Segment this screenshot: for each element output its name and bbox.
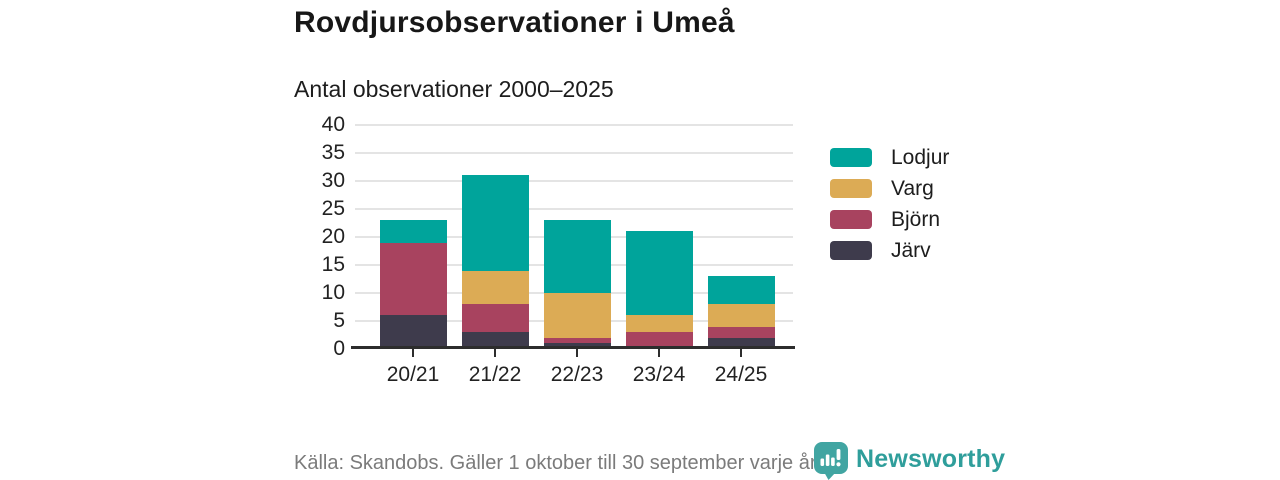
x-tick-label: 23/24: [632, 363, 686, 386]
legend-row-lodjur: Lodjur: [830, 142, 949, 173]
legend-label: Varg: [891, 176, 934, 200]
bar-segment-järv: [461, 332, 529, 349]
x-slot-21/22: 21/22: [454, 349, 536, 394]
gridline-30: [355, 180, 793, 182]
x-axis-line: [351, 346, 795, 349]
x-slot-23/24: 23/24: [618, 349, 700, 394]
bar-segment-björn: [625, 332, 693, 349]
y-tick-label: 0: [333, 337, 345, 360]
x-tick-label: 24/25: [714, 363, 768, 386]
bar-segment-varg: [707, 304, 775, 327]
stacked-bar-22/23: [543, 220, 611, 349]
bar-segment-järv: [707, 337, 775, 349]
y-tick-label: 25: [321, 197, 345, 220]
stacked-bar-23/24: [625, 231, 693, 349]
bar-segment-lodjur: [625, 231, 693, 316]
legend-row-järv: Järv: [830, 235, 949, 266]
x-axis-labels: 20/21 21/22 22/23 23/24 24/25: [372, 349, 782, 394]
bar-segment-björn: [707, 326, 775, 338]
source-note: Källa: Skandobs. Gäller 1 oktober till 3…: [294, 452, 821, 474]
gridline-25: [355, 208, 793, 210]
y-tick-label: 20: [321, 225, 345, 248]
legend-row-björn: Björn: [830, 204, 949, 235]
stacked-bar-20/21: [379, 220, 447, 349]
bar-segment-varg: [461, 270, 529, 305]
legend-swatch-björn: [830, 210, 872, 229]
newsworthy-brand: Newsworthy: [814, 442, 1005, 480]
y-tick-label: 5: [333, 309, 345, 332]
x-tick-mark: [494, 349, 496, 357]
gridline-35: [355, 152, 793, 154]
x-tick-label: 21/22: [468, 363, 522, 386]
bar-segment-lodjur: [543, 220, 611, 294]
y-tick-label: 40: [321, 113, 345, 136]
bar-slot-24/25: [700, 125, 782, 349]
brand-name: Newsworthy: [856, 445, 1006, 473]
x-tick-label: 20/21: [386, 363, 440, 386]
bar-segment-björn: [461, 304, 529, 333]
stacked-bar-21/22: [461, 175, 529, 349]
y-tick-label: 35: [321, 141, 345, 164]
bar-segment-lodjur: [707, 276, 775, 305]
x-slot-24/25: 24/25: [700, 349, 782, 394]
x-slot-20/21: 20/21: [372, 349, 454, 394]
chart-subtitle: Antal observationer 2000–2025: [294, 76, 614, 102]
bar-segment-lodjur: [461, 175, 529, 271]
legend-swatch-varg: [830, 179, 872, 198]
legend: Lodjur Varg Björn Järv: [830, 142, 949, 266]
legend-label: Järv: [891, 238, 931, 262]
bar-segment-björn: [379, 242, 447, 316]
legend-label: Lodjur: [891, 145, 950, 169]
legend-swatch-lodjur: [830, 148, 872, 167]
legend-label: Björn: [891, 207, 941, 231]
newsworthy-logo-icon: [814, 442, 848, 480]
bar-segment-björn: [543, 337, 611, 344]
y-tick-label: 10: [321, 281, 345, 304]
bar-slot-23/24: [618, 125, 700, 349]
x-tick-mark: [658, 349, 660, 357]
x-tick-label: 22/23: [550, 363, 604, 386]
bar-segment-varg: [625, 315, 693, 333]
bar-segment-varg: [543, 293, 611, 338]
x-slot-22/23: 22/23: [536, 349, 618, 394]
y-axis-labels: 0 5 10 15 20 25 30 35 40: [240, 113, 345, 360]
x-tick-mark: [740, 349, 742, 357]
bar-slot-21/22: [454, 125, 536, 349]
bars-layer: [372, 125, 782, 349]
chart-title: Rovdjursobservationer i Umeå: [294, 6, 735, 39]
bar-segment-järv: [379, 315, 447, 349]
stacked-bar-24/25: [707, 276, 775, 349]
x-tick-mark: [412, 349, 414, 357]
gridline-40: [355, 124, 793, 126]
y-tick-label: 30: [321, 169, 345, 192]
bar-slot-22/23: [536, 125, 618, 349]
x-tick-mark: [576, 349, 578, 357]
bar-segment-lodjur: [379, 220, 447, 243]
legend-row-varg: Varg: [830, 173, 949, 204]
y-tick-label: 15: [321, 253, 345, 276]
legend-swatch-järv: [830, 241, 872, 260]
bar-slot-20/21: [372, 125, 454, 349]
